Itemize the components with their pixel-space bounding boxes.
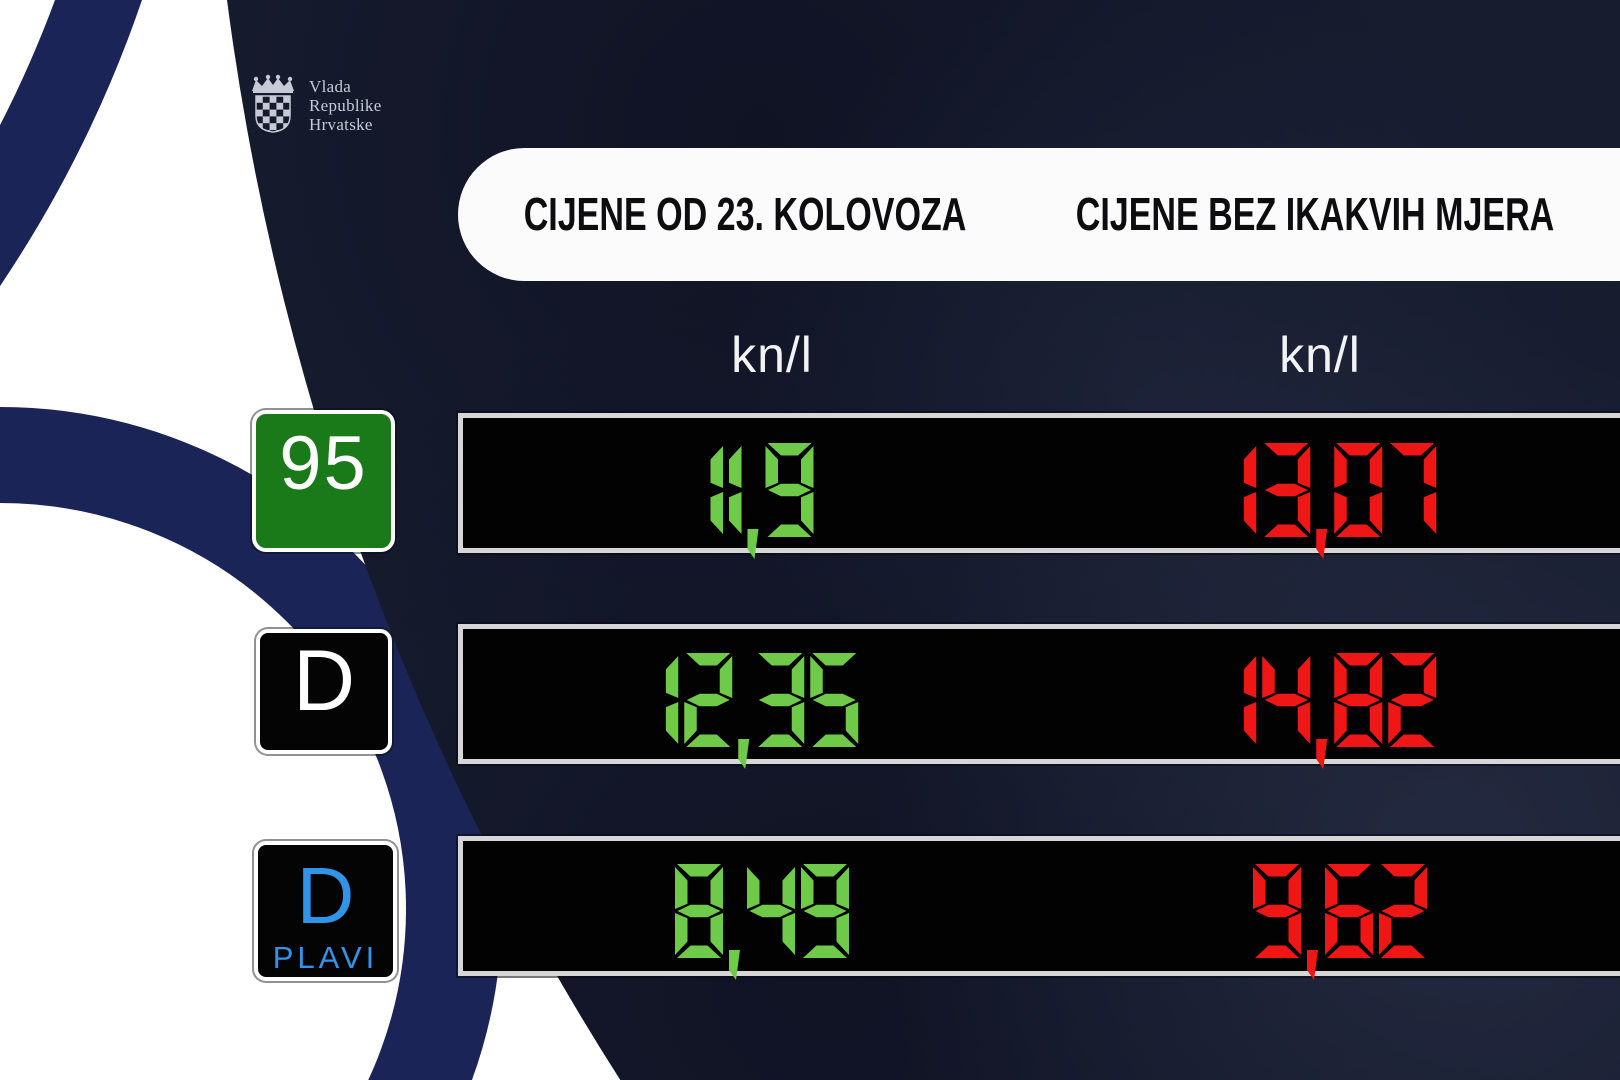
fuel-badge-blue-diesel: D PLAVI [254,841,397,981]
price-display-diesel-without-measures [1243,653,1437,769]
logo-text: Vlada Republike Hrvatske [309,74,382,134]
fuel-badge-95-label: 95 [279,421,368,506]
banner-title-right: CIJENE BEZ IKAKVIH MJERA [1075,187,1555,240]
header-banner: CIJENE OD 23. KOLOVOZA CIJENE BEZ IKAKVI… [458,148,1620,281]
fuel-badge-blue-diesel-sublabel: PLAVI [272,939,379,975]
fuel-badge-blue-diesel-label: D [296,850,355,940]
coat-of-arms-icon [252,74,294,133]
price-display-diesel-new [665,653,859,769]
price-bar-95 [458,413,1620,553]
price-display-95-new [710,443,814,559]
corner-arc [0,0,142,286]
price-display-95-without-measures [1243,443,1437,559]
logo-line-2: Republike [309,96,382,115]
unit-label-left: kn/l [731,327,813,383]
swoosh-arc [0,407,502,1080]
fuel-badge-diesel: D [256,629,392,754]
banner-title-left: CIJENE OD 23. KOLOVOZA [523,187,967,240]
fuel-badge-95: 95 [252,410,395,552]
price-display-blue-diesel-without-measures [1253,864,1427,980]
fuel-badge-diesel-label: D [292,632,356,729]
logo-line-3: Hrvatske [309,115,373,134]
price-bar-blue-diesel [458,836,1620,976]
price-display-blue-diesel-new [675,864,849,980]
logo-line-1: Vlada [309,77,352,96]
government-logo: Vlada Republike Hrvatske [248,74,382,134]
price-bar-diesel [458,624,1620,764]
unit-label-right: kn/l [1279,327,1361,383]
